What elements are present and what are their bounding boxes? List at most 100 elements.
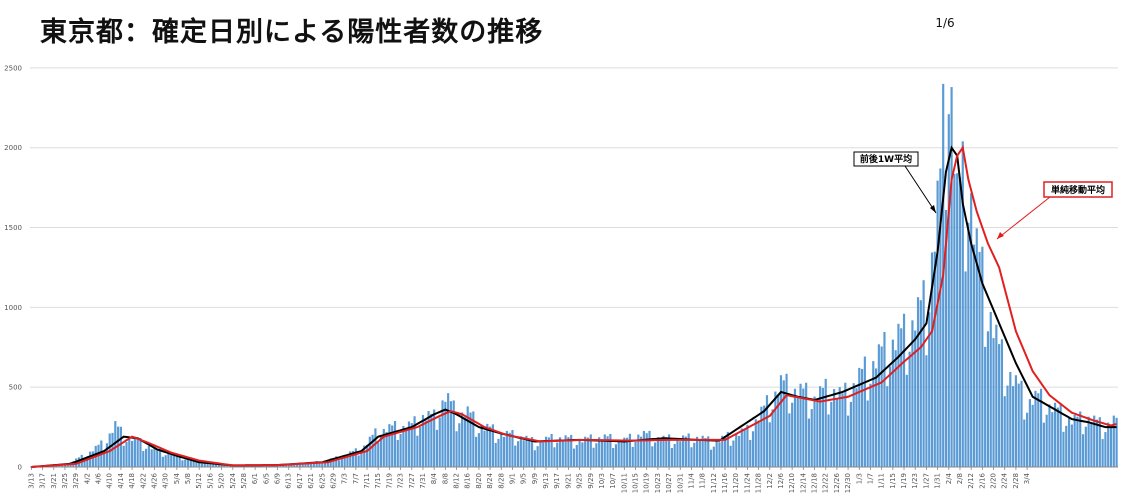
- x-tick-label: 1/3: [855, 473, 863, 484]
- bar: [1093, 415, 1096, 467]
- bar: [332, 457, 335, 467]
- x-tick-label: 10/15: [632, 473, 640, 493]
- bar: [628, 433, 632, 467]
- bar: [1112, 415, 1115, 467]
- x-tick-label: 2/20: [990, 473, 998, 489]
- x-tick-label: 12/14: [799, 472, 807, 493]
- bar: [144, 448, 148, 467]
- bar: [1031, 404, 1034, 467]
- bar: [936, 180, 939, 467]
- bar: [827, 414, 830, 467]
- bar: [880, 346, 883, 467]
- bar: [679, 441, 682, 467]
- annotation-arrow-weekly: [904, 165, 937, 214]
- x-tick-label: 7/15: [374, 473, 382, 489]
- bar: [953, 173, 956, 467]
- bar: [723, 435, 727, 467]
- y-tick-label: 2000: [4, 144, 22, 152]
- bar: [435, 429, 439, 467]
- x-tick-label: 3/29: [72, 473, 80, 489]
- bar: [304, 463, 307, 467]
- bar: [735, 433, 738, 467]
- bar: [637, 434, 640, 467]
- bar: [928, 312, 931, 467]
- x-tick-label: 3/13: [27, 473, 35, 489]
- bar: [958, 177, 962, 467]
- x-tick-label: 6/25: [318, 473, 326, 489]
- bar: [309, 461, 313, 467]
- bar: [164, 455, 167, 467]
- bar: [472, 411, 475, 467]
- x-tick-label: 10/27: [665, 473, 673, 493]
- bar: [354, 448, 357, 467]
- bar: [771, 409, 774, 467]
- x-tick-label: 9/1: [508, 473, 516, 484]
- peak-label: 1/6: [935, 16, 954, 30]
- bar: [1084, 426, 1087, 467]
- bar: [835, 398, 839, 467]
- x-tick-label: 5/8: [184, 473, 192, 484]
- bar: [522, 440, 525, 467]
- bar: [1059, 404, 1062, 467]
- x-tick-label: 10/23: [654, 473, 662, 493]
- x-tick-label: 2/28: [1012, 473, 1020, 489]
- bar: [547, 437, 550, 467]
- bar: [323, 460, 327, 467]
- x-tick-label: 2/4: [945, 472, 953, 484]
- bar: [654, 442, 657, 467]
- bar: [721, 435, 724, 467]
- bar: [614, 444, 618, 467]
- bar: [167, 453, 170, 467]
- bar: [810, 409, 813, 467]
- x-tick-label: 5/20: [218, 473, 226, 489]
- bar: [866, 400, 869, 467]
- bar: [209, 463, 212, 467]
- bar: [505, 430, 508, 467]
- bar: [737, 435, 741, 467]
- bar: [214, 463, 218, 467]
- bar: [944, 209, 948, 467]
- bar: [178, 454, 181, 467]
- x-tick-label: 2/12: [967, 473, 975, 489]
- bar: [1109, 425, 1113, 467]
- x-tick-label: 5/16: [206, 472, 214, 488]
- bar: [1017, 383, 1020, 467]
- x-tick-label: 4/30: [162, 473, 170, 489]
- bar: [335, 456, 338, 467]
- x-tick-label: 8/20: [475, 473, 483, 489]
- bar: [751, 431, 755, 467]
- bar: [816, 401, 819, 467]
- bar: [1087, 416, 1090, 467]
- bar: [1020, 380, 1023, 467]
- bar: [967, 222, 970, 467]
- bar: [293, 463, 296, 467]
- y-tick-label: 1000: [4, 304, 22, 312]
- bar: [290, 463, 293, 467]
- bar: [1023, 419, 1026, 467]
- bar: [192, 459, 195, 467]
- bar: [863, 356, 866, 467]
- x-tick-label: 7/27: [408, 473, 416, 489]
- bar: [964, 271, 967, 467]
- bar: [746, 424, 749, 467]
- bar: [1098, 417, 1101, 467]
- bar: [617, 439, 620, 467]
- bar: [200, 463, 204, 467]
- legend-label-weekly: 前後1W平均: [860, 153, 912, 165]
- x-tick-label: 12/10: [788, 473, 796, 493]
- bar: [732, 440, 735, 467]
- bar: [399, 433, 402, 467]
- bar: [922, 280, 925, 467]
- bar: [1026, 412, 1029, 467]
- bar: [900, 328, 903, 467]
- bar: [681, 435, 685, 467]
- x-tick-label: 8/28: [497, 473, 505, 489]
- bar: [1045, 414, 1048, 467]
- bar: [911, 320, 914, 467]
- bar: [782, 380, 785, 467]
- x-tick-label: 1/23: [911, 473, 919, 489]
- x-tick-label: 8/24: [486, 472, 494, 488]
- bar: [343, 454, 346, 467]
- x-tick-label: 4/10: [106, 473, 114, 489]
- bar: [902, 313, 906, 467]
